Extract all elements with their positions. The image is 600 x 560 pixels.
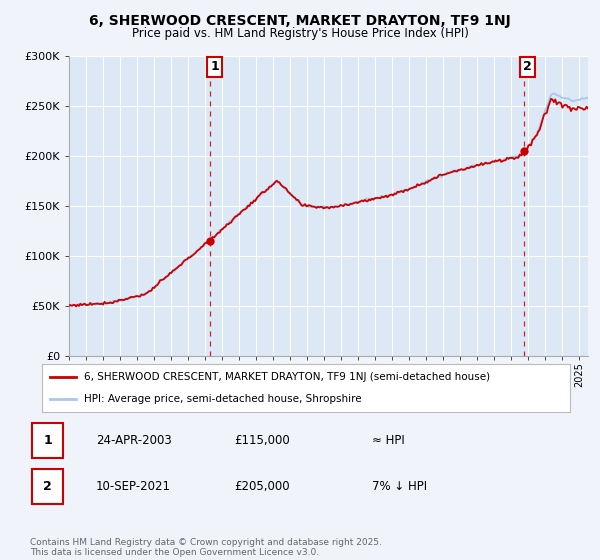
Text: ≈ HPI: ≈ HPI bbox=[372, 434, 404, 447]
FancyBboxPatch shape bbox=[32, 423, 62, 458]
Text: 2: 2 bbox=[43, 480, 52, 493]
Text: 7% ↓ HPI: 7% ↓ HPI bbox=[372, 480, 427, 493]
Text: 10-SEP-2021: 10-SEP-2021 bbox=[96, 480, 171, 493]
Text: Price paid vs. HM Land Registry's House Price Index (HPI): Price paid vs. HM Land Registry's House … bbox=[131, 27, 469, 40]
Text: 24-APR-2003: 24-APR-2003 bbox=[96, 434, 172, 447]
Text: 1: 1 bbox=[210, 60, 219, 73]
Text: 2: 2 bbox=[523, 60, 532, 73]
FancyBboxPatch shape bbox=[32, 469, 62, 504]
Text: 6, SHERWOOD CRESCENT, MARKET DRAYTON, TF9 1NJ: 6, SHERWOOD CRESCENT, MARKET DRAYTON, TF… bbox=[89, 14, 511, 28]
Text: 1: 1 bbox=[43, 434, 52, 447]
Text: £205,000: £205,000 bbox=[234, 480, 289, 493]
Text: 6, SHERWOOD CRESCENT, MARKET DRAYTON, TF9 1NJ (semi-detached house): 6, SHERWOOD CRESCENT, MARKET DRAYTON, TF… bbox=[84, 372, 490, 382]
Text: HPI: Average price, semi-detached house, Shropshire: HPI: Average price, semi-detached house,… bbox=[84, 394, 362, 404]
Text: £115,000: £115,000 bbox=[234, 434, 290, 447]
Text: Contains HM Land Registry data © Crown copyright and database right 2025.
This d: Contains HM Land Registry data © Crown c… bbox=[30, 538, 382, 557]
